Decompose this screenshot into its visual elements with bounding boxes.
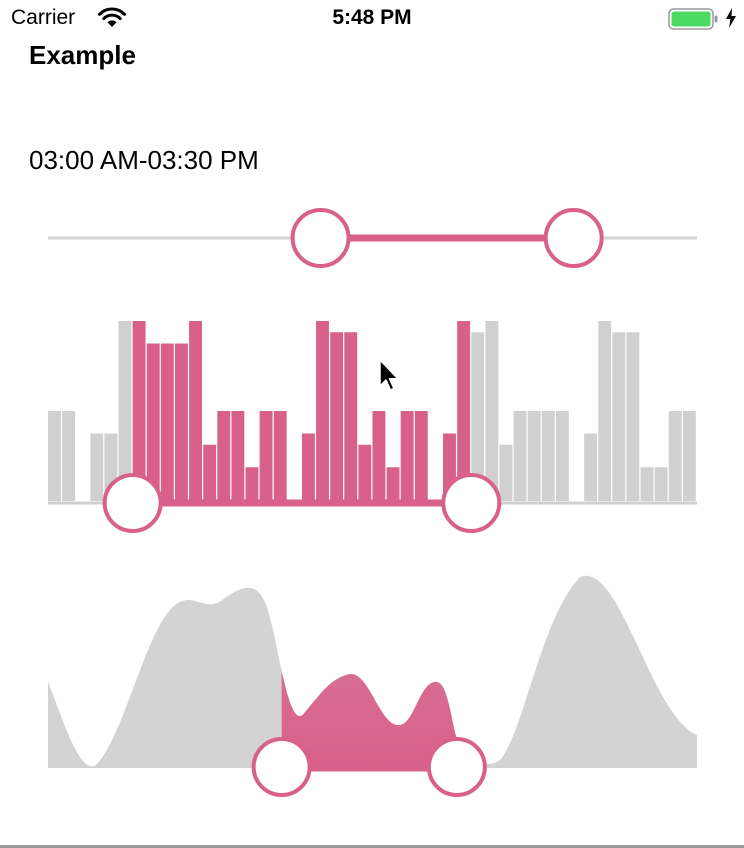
histogram-bar: [330, 332, 344, 501]
histogram-bar: [301, 433, 315, 501]
wifi-icon: [98, 7, 126, 27]
histogram-bar: [132, 321, 146, 501]
histogram-bar: [245, 467, 259, 501]
histogram-bar: [48, 411, 61, 501]
histogram-bar: [344, 332, 358, 501]
histogram-range-slider[interactable]: [0, 300, 744, 540]
page-title: Example: [29, 40, 136, 70]
histogram-bar: [527, 411, 541, 501]
area-range-slider[interactable]: [0, 560, 744, 830]
status-time: 5:48 PM: [332, 6, 412, 29]
histogram-bar: [682, 411, 696, 501]
histogram-bar: [471, 332, 485, 501]
histogram-bar: [640, 467, 654, 501]
time-range-label: 03:00 AM-03:30 PM: [29, 145, 259, 175]
histogram-bar: [400, 411, 414, 501]
histogram-bar: [189, 321, 202, 501]
histogram-bar: [598, 321, 612, 501]
histogram-bar: [62, 411, 76, 501]
slider-upper-handle[interactable]: [543, 208, 604, 268]
histogram-bar: [203, 444, 217, 501]
status-bar: Carrier 5:48 PM: [0, 0, 744, 40]
histogram-bar: [668, 411, 682, 501]
histogram-bar: [555, 411, 569, 501]
histogram-bar: [372, 411, 386, 501]
histogram-bar: [174, 343, 188, 501]
carrier-label: Carrier: [11, 6, 76, 29]
histogram-bar: [541, 411, 555, 501]
histogram-bar: [626, 332, 640, 501]
histogram-bar: [90, 433, 104, 501]
histogram-bar: [160, 343, 174, 501]
histogram-bar: [414, 411, 428, 501]
histogram-bars: [48, 321, 696, 501]
area-chart-selected: [281, 670, 457, 768]
charging-bolt-icon: [726, 8, 736, 28]
histogram-bar: [457, 321, 471, 501]
histogram-bar: [316, 321, 329, 501]
histogram-upper-handle[interactable]: [441, 473, 502, 533]
histogram-bar: [513, 411, 527, 501]
bottom-divider: [0, 845, 744, 848]
slider-lower-handle[interactable]: [290, 208, 351, 268]
area-lower-handle[interactable]: [251, 737, 312, 797]
histogram-bar: [118, 321, 132, 501]
histogram-bar: [358, 444, 372, 501]
histogram-bar: [273, 411, 287, 501]
histogram-lower-handle[interactable]: [102, 473, 163, 533]
histogram-bar: [259, 411, 273, 501]
histogram-bar: [612, 332, 626, 501]
time-range-slider[interactable]: [0, 198, 744, 278]
histogram-bar: [386, 467, 400, 501]
histogram-bar: [584, 433, 598, 501]
histogram-bar: [231, 411, 245, 501]
area-chart-background: [48, 575, 697, 768]
histogram-bar: [654, 467, 668, 501]
area-upper-handle[interactable]: [426, 737, 487, 797]
battery-icon: [668, 8, 718, 30]
cursor-icon: [379, 359, 399, 391]
histogram-bar: [217, 411, 231, 501]
histogram-bar: [499, 444, 513, 501]
histogram-bar: [485, 321, 499, 501]
histogram-bar: [146, 343, 160, 501]
